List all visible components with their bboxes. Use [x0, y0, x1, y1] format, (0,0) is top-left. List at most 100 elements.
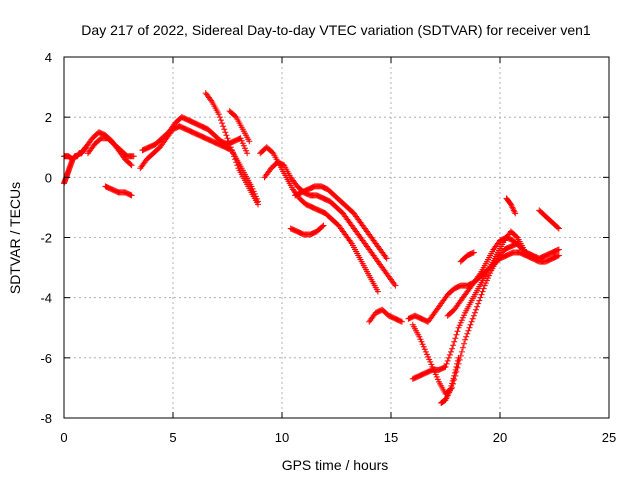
data-point: [223, 132, 230, 139]
y-tick-label: -2: [40, 231, 52, 246]
x-tick-label: 15: [384, 430, 398, 445]
data-point: [451, 338, 458, 345]
data-point: [555, 252, 562, 259]
data-point: [255, 201, 262, 208]
data-point: [449, 380, 456, 387]
data-point: [452, 366, 459, 373]
data-point: [422, 348, 429, 355]
data-point: [226, 141, 233, 148]
data-point: [470, 312, 477, 319]
y-tick-label: 0: [45, 170, 52, 185]
data-point: [441, 364, 448, 371]
data-point: [464, 330, 471, 337]
series-sat-k: [261, 159, 399, 289]
data-point: [419, 341, 426, 348]
data-point: [444, 357, 451, 364]
data-point: [416, 333, 423, 340]
data-points: [61, 90, 562, 406]
data-point: [244, 150, 251, 157]
data-point: [447, 385, 454, 392]
data-point: [554, 224, 561, 231]
data-point: [434, 376, 441, 383]
series-sat-l: [287, 222, 327, 238]
data-point: [450, 375, 457, 382]
data-point: [128, 192, 135, 199]
y-tick-label: -6: [40, 351, 52, 366]
data-point: [237, 135, 244, 142]
data-point: [457, 319, 464, 326]
data-point: [227, 144, 234, 151]
series-sat-u: [536, 207, 562, 232]
data-point: [481, 282, 488, 289]
data-point: [468, 318, 475, 325]
data-point: [554, 247, 561, 254]
data-point: [480, 285, 487, 292]
data-point: [454, 360, 461, 367]
data-point: [486, 272, 493, 279]
series-sat-a: [61, 144, 89, 187]
y-tick-label: -8: [40, 411, 52, 426]
data-point: [448, 382, 455, 389]
series-sat-i: [226, 108, 253, 145]
data-point: [473, 306, 480, 313]
y-tick-label: 2: [45, 110, 52, 125]
data-point: [456, 322, 463, 329]
data-point: [228, 147, 235, 154]
x-tick-label: 5: [169, 430, 176, 445]
data-point: [418, 338, 425, 345]
data-point: [474, 303, 481, 310]
data-point: [449, 345, 456, 352]
series-sat-j: [257, 144, 381, 295]
x-tick-label: 0: [60, 430, 67, 445]
data-point: [451, 369, 458, 376]
data-point: [231, 153, 238, 160]
x-tick-label: 20: [493, 430, 507, 445]
data-point: [215, 111, 222, 118]
data-point: [374, 288, 381, 295]
data-point: [392, 282, 399, 289]
data-point: [420, 343, 427, 350]
data-point: [246, 138, 253, 145]
data-point: [428, 361, 435, 368]
data-point: [450, 342, 457, 349]
data-point: [469, 250, 476, 257]
data-point: [458, 348, 465, 355]
data-point: [466, 324, 473, 331]
data-point: [461, 312, 468, 319]
data-point: [476, 297, 483, 304]
data-point: [421, 346, 428, 353]
data-point: [463, 333, 470, 340]
data-point: [449, 377, 456, 384]
data-point: [234, 162, 241, 169]
data-point: [461, 340, 468, 347]
data-point: [417, 336, 424, 343]
series-sat-v: [457, 249, 477, 265]
series-sat-q: [409, 228, 527, 382]
series-sat-f: [137, 123, 262, 205]
data-point: [319, 223, 326, 230]
data-point: [512, 210, 519, 217]
data-point: [423, 351, 430, 358]
data-point: [383, 255, 390, 262]
data-point: [220, 123, 227, 130]
data-point: [240, 142, 247, 149]
data-point: [68, 155, 75, 162]
data-point: [454, 328, 461, 335]
data-point: [69, 156, 76, 163]
data-point: [446, 351, 453, 358]
data-point: [452, 335, 459, 342]
data-point: [397, 318, 404, 325]
data-point: [467, 321, 474, 328]
series-sat-r: [444, 234, 562, 319]
data-point: [217, 117, 224, 124]
data-point: [470, 249, 477, 256]
data-point: [513, 233, 520, 240]
series-sat-d: [84, 135, 137, 160]
data-point: [427, 358, 434, 365]
data-point: [232, 113, 239, 120]
data-point: [482, 280, 489, 287]
data-point: [459, 344, 466, 351]
x-axis-title: GPS time / hours: [282, 457, 389, 473]
data-point: [471, 309, 478, 316]
